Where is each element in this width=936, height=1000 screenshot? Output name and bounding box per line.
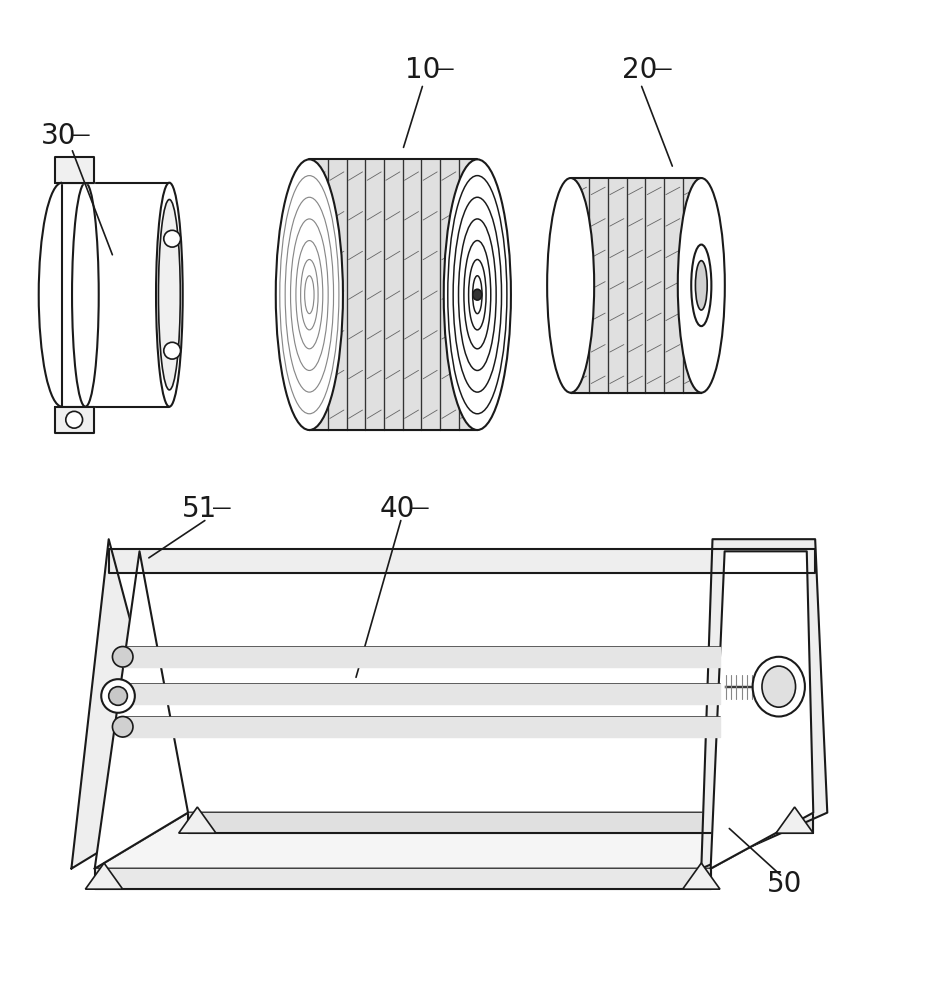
Ellipse shape — [158, 200, 181, 390]
Polygon shape — [123, 717, 720, 737]
Ellipse shape — [548, 178, 594, 393]
Ellipse shape — [762, 666, 796, 707]
Polygon shape — [710, 551, 813, 869]
Ellipse shape — [753, 657, 805, 717]
Polygon shape — [85, 183, 169, 407]
Text: 10: 10 — [404, 56, 440, 84]
Polygon shape — [310, 159, 477, 430]
Ellipse shape — [101, 679, 135, 713]
Ellipse shape — [691, 245, 711, 326]
Ellipse shape — [109, 687, 127, 705]
Text: —: — — [652, 60, 672, 79]
Ellipse shape — [112, 684, 133, 704]
Text: 20: 20 — [622, 56, 657, 84]
Polygon shape — [54, 157, 94, 183]
Polygon shape — [188, 813, 813, 833]
Text: 30: 30 — [40, 122, 76, 150]
Text: 51: 51 — [182, 495, 217, 523]
Text: —: — — [71, 126, 91, 145]
Text: —: — — [410, 499, 430, 518]
Ellipse shape — [156, 183, 183, 407]
Polygon shape — [179, 807, 216, 833]
Polygon shape — [62, 183, 85, 407]
Ellipse shape — [66, 411, 82, 428]
Ellipse shape — [112, 647, 133, 667]
Polygon shape — [95, 551, 188, 869]
Polygon shape — [85, 863, 123, 889]
Ellipse shape — [112, 717, 133, 737]
Ellipse shape — [72, 183, 98, 407]
Polygon shape — [54, 407, 94, 433]
Polygon shape — [701, 539, 827, 869]
Ellipse shape — [444, 159, 511, 430]
Ellipse shape — [164, 342, 181, 359]
Text: —: — — [435, 60, 455, 79]
Polygon shape — [95, 813, 813, 869]
Polygon shape — [682, 863, 720, 889]
Polygon shape — [95, 869, 710, 889]
Text: 40: 40 — [379, 495, 415, 523]
Ellipse shape — [164, 230, 181, 247]
Text: —: — — [212, 499, 232, 518]
Polygon shape — [776, 807, 813, 833]
Ellipse shape — [695, 261, 708, 310]
Ellipse shape — [678, 178, 724, 393]
Polygon shape — [571, 178, 701, 393]
Text: 50: 50 — [767, 870, 802, 898]
Ellipse shape — [276, 159, 343, 430]
Polygon shape — [109, 549, 815, 573]
Polygon shape — [123, 647, 720, 667]
Ellipse shape — [473, 289, 482, 300]
Polygon shape — [71, 539, 179, 869]
Polygon shape — [123, 684, 720, 704]
